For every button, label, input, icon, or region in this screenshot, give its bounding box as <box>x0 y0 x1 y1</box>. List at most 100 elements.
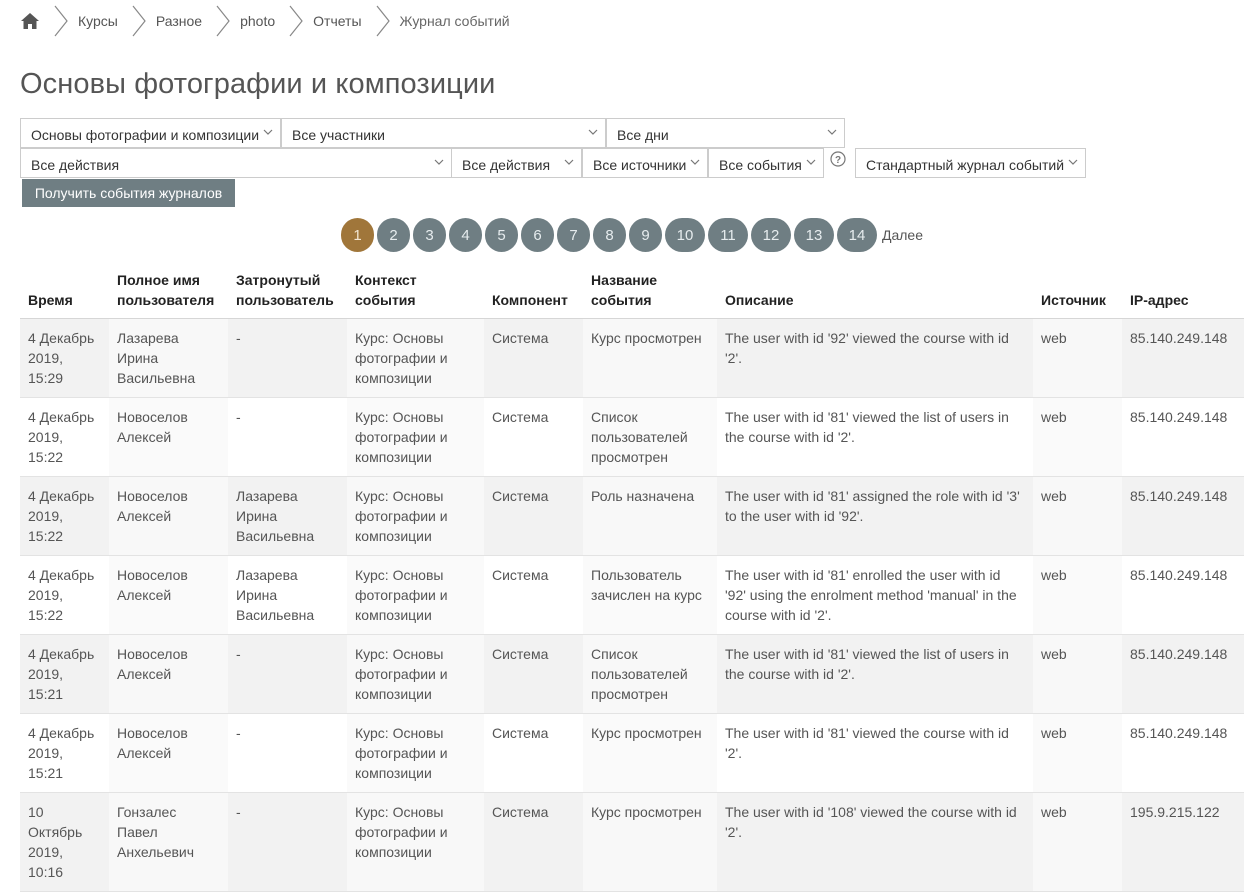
cell-fullname[interactable]: Гонзалес Павел Анхельевич <box>109 792 228 892</box>
cell-event-name: Список пользователей просмотрен <box>583 397 717 477</box>
column-header-affected-user[interactable]: Затронутый пользователь <box>228 262 347 319</box>
breadcrumb-item-courses[interactable]: Курсы <box>78 13 118 29</box>
cell-origin: web <box>1033 555 1122 635</box>
page-title: Основы фотографии и композиции <box>20 68 496 100</box>
page-link-6[interactable]: 6 <box>521 218 554 252</box>
column-header-ip[interactable]: IP-адрес <box>1122 262 1244 319</box>
column-header-context[interactable]: Контекст события <box>347 262 484 319</box>
cell-fullname[interactable]: Новоселов Алексей <box>109 713 228 793</box>
breadcrumb-item-photo[interactable]: photo <box>240 13 276 29</box>
cell-ip[interactable]: 85.140.249.148 <box>1122 555 1244 635</box>
page-link-11[interactable]: 11 <box>708 218 748 252</box>
column-header-event-name[interactable]: Название события <box>583 262 717 319</box>
page-link-12[interactable]: 12 <box>751 218 791 252</box>
cell-origin: web <box>1033 713 1122 793</box>
breadcrumb-separator-icon <box>54 5 68 37</box>
cell-context[interactable]: Курс: Основы фотографии и композиции <box>347 634 484 714</box>
cell-fullname[interactable]: Новоселов Алексей <box>109 476 228 556</box>
events-select-value: Все события <box>719 157 802 173</box>
cell-context[interactable]: Курс: Основы фотографии и композиции <box>347 555 484 635</box>
days-select[interactable]: Все дни <box>606 118 845 148</box>
breadcrumb-separator-icon <box>216 5 230 37</box>
svg-text:?: ? <box>835 155 841 166</box>
cell-affected-user[interactable]: Лазарева Ирина Васильевна <box>228 476 347 556</box>
cell-description: The user with id '81' enrolled the user … <box>717 555 1033 635</box>
get-log-events-button[interactable]: Получить события журналов <box>22 179 235 207</box>
actions-select-value: Все действия <box>462 157 551 173</box>
cell-fullname[interactable]: Лазарева Ирина Васильевна <box>109 318 228 398</box>
page-link-1[interactable]: 1 <box>341 218 374 252</box>
cell-fullname[interactable]: Новоселов Алексей <box>109 634 228 714</box>
breadcrumb-item-misc[interactable]: Разное <box>155 13 203 29</box>
participants-select-value: Все участники <box>292 127 386 143</box>
chevron-down-icon <box>690 159 700 165</box>
cell-event-name: Курс просмотрен <box>583 318 717 398</box>
page-link-8[interactable]: 8 <box>593 218 626 252</box>
cell-ip[interactable]: 195.9.215.122 <box>1122 792 1244 892</box>
cell-time: 4 Декабрь 2019, 15:22 <box>20 555 109 635</box>
cell-ip[interactable]: 85.140.249.148 <box>1122 318 1244 398</box>
events-select[interactable]: Все события <box>708 148 824 178</box>
cell-time: 10 Октябрь 2019, 10:16 <box>20 792 109 892</box>
cell-time: 4 Декабрь 2019, 15:21 <box>20 634 109 714</box>
cell-time: 4 Декабрь 2019, 15:29 <box>20 318 109 398</box>
sources-select[interactable]: Все источники <box>582 148 708 178</box>
cell-ip[interactable]: 85.140.249.148 <box>1122 634 1244 714</box>
cell-time: 4 Декабрь 2019, 15:22 <box>20 397 109 477</box>
cell-affected-user[interactable]: Лазарева Ирина Васильевна <box>228 555 347 635</box>
cell-affected-user: - <box>228 397 347 477</box>
page-link-9[interactable]: 9 <box>629 218 662 252</box>
column-header-fullname[interactable]: Полное имя пользователя <box>109 262 228 319</box>
log-type-select[interactable]: Стандартный журнал событий <box>855 148 1086 178</box>
column-header-description[interactable]: Описание <box>717 262 1033 319</box>
cell-ip[interactable]: 85.140.249.148 <box>1122 713 1244 793</box>
cell-affected-user: - <box>228 634 347 714</box>
chevron-down-icon <box>263 129 273 135</box>
cell-context[interactable]: Курс: Основы фотографии и композиции <box>347 397 484 477</box>
cell-description: The user with id '108' viewed the course… <box>717 792 1033 892</box>
help-circle-icon[interactable]: ? <box>830 151 846 167</box>
actions-select[interactable]: Все действия <box>451 148 582 178</box>
table-row: 4 Декабрь 2019, 15:21 Новоселов Алексей … <box>20 713 1244 793</box>
page-next-link[interactable]: Далее <box>882 227 924 243</box>
cell-origin: web <box>1033 634 1122 714</box>
cell-event-name: Пользователь зачислен на курс <box>583 555 717 635</box>
breadcrumb-item-event-log: Журнал событий <box>399 13 510 29</box>
cell-description: The user with id '81' viewed the list of… <box>717 397 1033 477</box>
pagination: 1 2 3 4 5 6 7 8 9 10 11 12 13 14 Далее <box>341 218 923 252</box>
cell-component: Система <box>484 634 583 714</box>
cell-context[interactable]: Курс: Основы фотографии и композиции <box>347 713 484 793</box>
column-header-origin[interactable]: Источник <box>1033 262 1122 319</box>
cell-context[interactable]: Курс: Основы фотографии и композиции <box>347 792 484 892</box>
cell-component: Система <box>484 792 583 892</box>
page-link-5[interactable]: 5 <box>485 218 518 252</box>
cell-origin: web <box>1033 476 1122 556</box>
chevron-down-icon <box>827 129 837 135</box>
page-link-4[interactable]: 4 <box>449 218 482 252</box>
cell-fullname[interactable]: Новоселов Алексей <box>109 397 228 477</box>
column-header-component[interactable]: Компонент <box>484 262 583 319</box>
breadcrumb-item-reports[interactable]: Отчеты <box>313 13 362 29</box>
sources-select-value: Все источники <box>593 157 687 173</box>
cell-time: 4 Декабрь 2019, 15:21 <box>20 713 109 793</box>
course-select[interactable]: Основы фотографии и композиции <box>20 118 281 148</box>
chevron-down-icon <box>588 129 598 135</box>
cell-ip[interactable]: 85.140.249.148 <box>1122 397 1244 477</box>
column-header-time[interactable]: Время <box>20 262 109 319</box>
cell-description: The user with id '81' viewed the list of… <box>717 634 1033 714</box>
cell-context[interactable]: Курс: Основы фотографии и композиции <box>347 476 484 556</box>
cell-ip[interactable]: 85.140.249.148 <box>1122 476 1244 556</box>
cell-context[interactable]: Курс: Основы фотографии и композиции <box>347 318 484 398</box>
activities-select[interactable]: Все действия <box>20 148 452 178</box>
page-link-14[interactable]: 14 <box>837 218 877 252</box>
page-link-7[interactable]: 7 <box>557 218 590 252</box>
breadcrumb-separator-icon <box>376 5 390 37</box>
cell-affected-user: - <box>228 792 347 892</box>
home-icon[interactable] <box>20 11 40 31</box>
cell-fullname[interactable]: Новоселов Алексей <box>109 555 228 635</box>
page-link-2[interactable]: 2 <box>377 218 410 252</box>
page-link-13[interactable]: 13 <box>794 218 834 252</box>
participants-select[interactable]: Все участники <box>281 118 606 148</box>
page-link-3[interactable]: 3 <box>413 218 446 252</box>
page-link-10[interactable]: 10 <box>665 218 705 252</box>
